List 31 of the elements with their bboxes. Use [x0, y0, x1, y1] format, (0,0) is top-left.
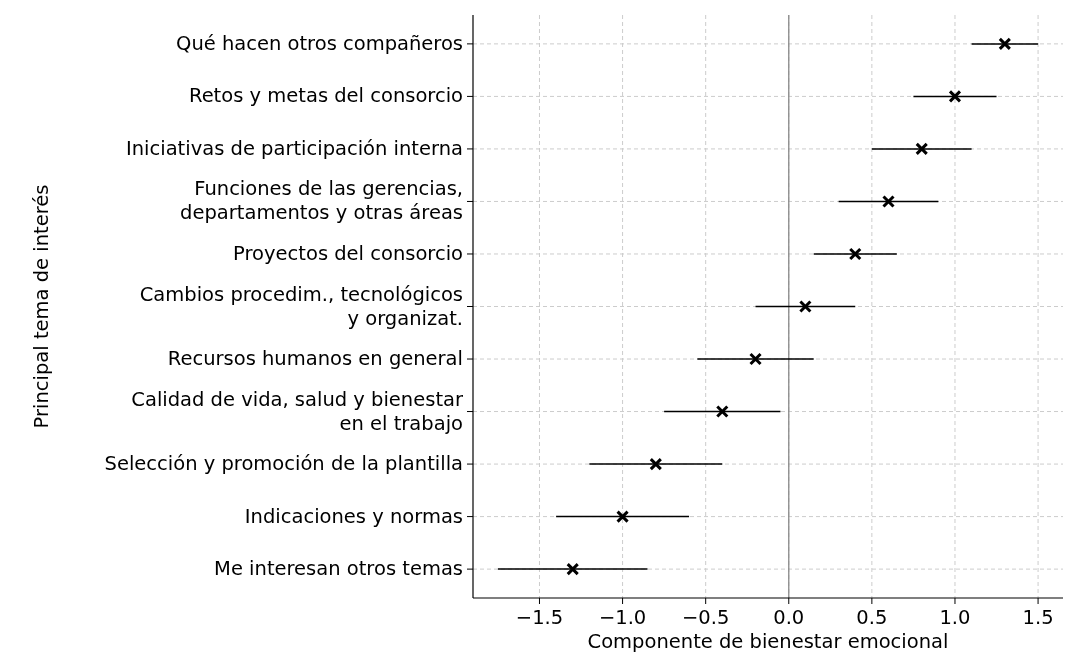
y-tick-label: Iniciativas de participación interna [125, 136, 463, 160]
y-tick-label: Cambios procedim., tecnológicos y organizat. [139, 282, 463, 330]
y-tick-label: Proyectos del consorcio [233, 241, 463, 265]
point [566, 562, 580, 576]
point [915, 142, 929, 156]
y-tick-label: Indicaciones y normas [244, 504, 463, 528]
point [616, 510, 630, 524]
y-tick-label: Funciones de las gerencias, departamentos y otras áreas [180, 177, 463, 225]
y-tick-label: Qué hacen otros compañeros [176, 31, 463, 55]
x-tick-label: 0.5 [856, 606, 888, 629]
y-tick-label: Calidad de vida, salud y bienestar en el trabajo [131, 387, 464, 435]
x-axis-title: Componente de bienestar emocional [587, 630, 949, 653]
x-tick-label: 0.0 [773, 606, 805, 629]
point [998, 37, 1012, 51]
x-tick-label: −1.0 [598, 606, 647, 629]
x-tick-label: 1.5 [1022, 606, 1054, 629]
x-tick-label: −1.5 [515, 606, 564, 629]
point [848, 247, 862, 261]
y-tick-label: Selección y promoción de la plantilla [104, 452, 463, 476]
point [881, 194, 895, 208]
x-tick-label: −0.5 [682, 606, 730, 629]
x-tick-label: 1.0 [939, 606, 971, 629]
y-axis-title: Principal tema de interés [30, 184, 53, 429]
y-tick-label: Recursos humanos en general [167, 347, 463, 371]
point [948, 89, 962, 103]
y-tick-label: Retos y metas del consorcio [188, 84, 463, 108]
point [798, 300, 812, 313]
point [749, 352, 763, 366]
point [649, 457, 663, 471]
point [715, 405, 729, 419]
y-tick-label: Me interesan otros temas [214, 557, 463, 581]
